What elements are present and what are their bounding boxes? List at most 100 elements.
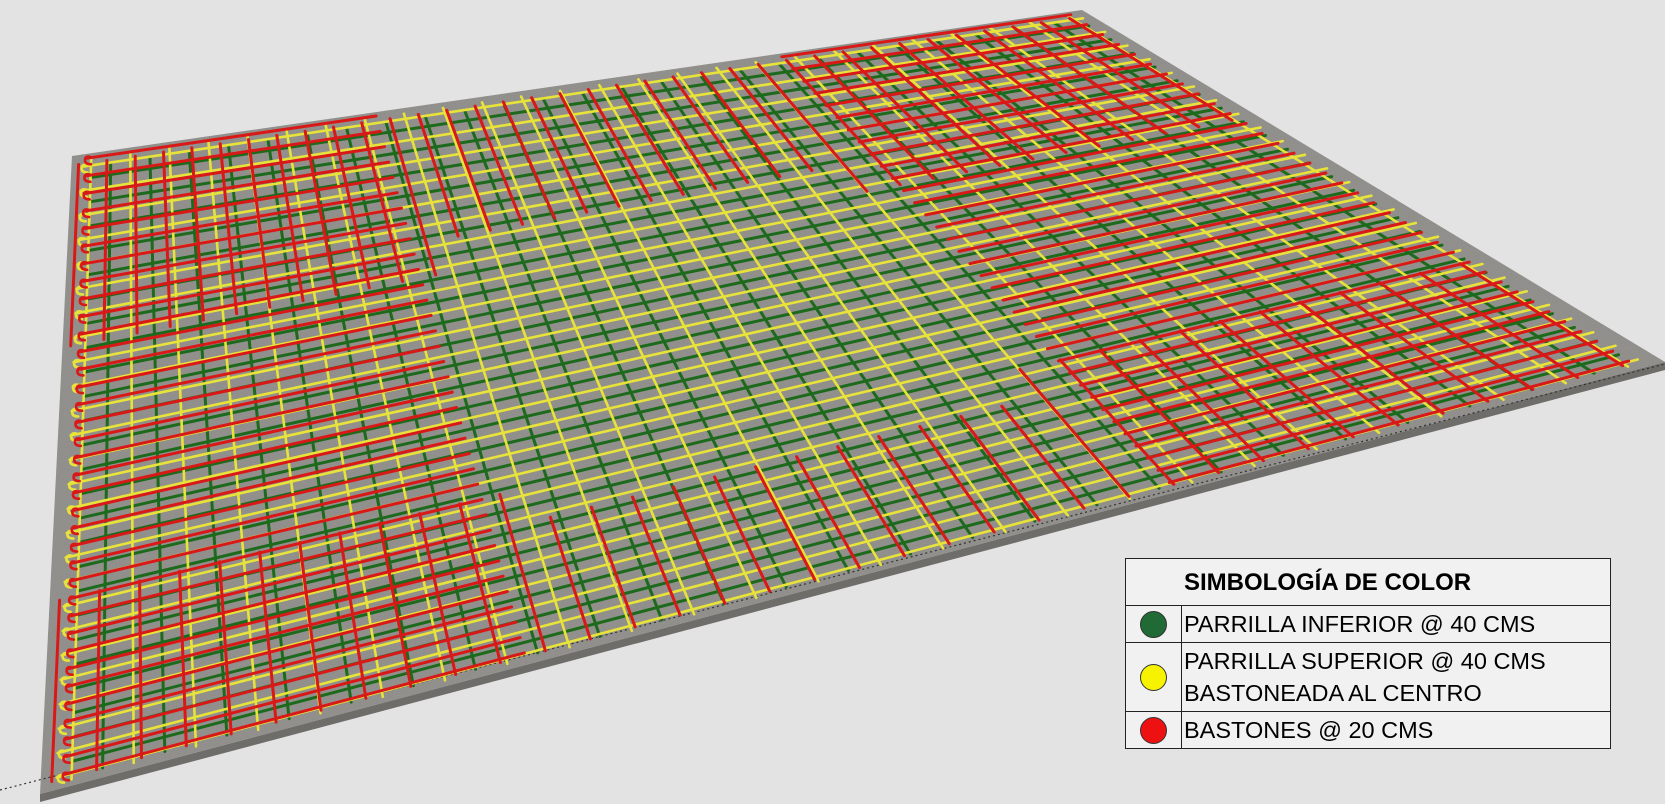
bottom-grid-bar <box>84 120 1245 350</box>
bottom-grid-bar <box>74 312 1554 690</box>
baston-bar <box>756 62 869 193</box>
baston-bar <box>50 598 62 783</box>
baston-bar <box>303 129 338 296</box>
baston-bar <box>983 29 1134 142</box>
baston-hook <box>76 366 85 377</box>
baston-hook <box>61 771 71 782</box>
bottom-grid-bar <box>86 79 1179 277</box>
baston-bar <box>331 125 371 290</box>
top-grid-hook <box>72 358 82 369</box>
baston-bar <box>69 498 484 600</box>
baston-bar <box>70 467 475 565</box>
baston-hook <box>62 736 72 747</box>
legend-label: PARRILLA INFERIOR @ 40 CMS <box>1184 611 1536 637</box>
top-grid-hook <box>67 480 77 491</box>
baston-bar <box>69 513 488 618</box>
baston-bar <box>1090 290 1519 399</box>
baston-bar <box>501 100 557 220</box>
baston-bar <box>82 191 399 248</box>
baston-bar <box>1000 404 1086 510</box>
baston-hook <box>67 595 77 606</box>
baston-hook <box>70 525 79 536</box>
baston-hook <box>71 489 81 500</box>
baston-bar <box>73 406 458 495</box>
bottom-grid-bar <box>75 284 1510 641</box>
bottom-grid-bar <box>895 44 1347 441</box>
baston-bar <box>75 360 446 442</box>
baston-hook <box>67 613 76 624</box>
rebar-layers <box>50 13 1639 784</box>
baston-hook <box>83 172 92 184</box>
baston-bar <box>72 436 467 530</box>
baston-bar <box>1167 359 1631 484</box>
baston-bar <box>700 71 782 178</box>
color-legend: SIMBOLOGÍA DE COLOR PARRILLA INFERIOR @ … <box>1125 558 1611 749</box>
baston-bar <box>72 421 463 512</box>
bottom-grid-bar <box>71 353 1621 763</box>
baston-bar <box>78 283 425 354</box>
yellow-dot-icon <box>1140 663 1167 691</box>
baston-bar <box>416 112 460 238</box>
baston-bar <box>83 160 391 213</box>
baston-bar <box>643 79 717 190</box>
baston-bar <box>990 201 1376 290</box>
baston-bar <box>79 252 416 319</box>
baston-hook <box>83 155 93 166</box>
baston-bar <box>795 455 862 570</box>
baston-bar <box>218 142 239 316</box>
baston-bar <box>918 424 996 534</box>
baston-bar <box>672 485 727 605</box>
baston-bar <box>824 52 1137 107</box>
baston-bar <box>1458 262 1625 368</box>
baston-hook <box>74 419 83 430</box>
baston-bar <box>631 495 682 617</box>
baston-bar <box>615 83 685 196</box>
bottom-grid-bar <box>659 79 975 540</box>
baston-bar <box>77 313 433 389</box>
baston-bar <box>1001 211 1392 302</box>
baston-bar <box>1134 329 1583 448</box>
baston-bar <box>869 46 1002 167</box>
baston-hook <box>73 437 83 448</box>
green-dot-icon <box>1140 610 1167 638</box>
top-grid-hook <box>63 602 72 614</box>
baston-bar <box>1123 320 1567 436</box>
baston-hook <box>65 648 75 659</box>
baston-hook <box>81 208 91 219</box>
baston-hook <box>78 296 88 307</box>
baston-bar <box>913 131 1264 205</box>
bottom-grid-bar <box>101 161 113 770</box>
baston-bar <box>959 414 1041 522</box>
baston-bar <box>388 117 438 277</box>
baston-bar <box>64 620 518 741</box>
bottom-grid-bar <box>777 62 1161 490</box>
baston-bar <box>1039 21 1201 129</box>
baston-bar <box>67 559 501 671</box>
baston-hook <box>72 454 82 465</box>
baston-bar <box>133 154 139 335</box>
baston-hook <box>82 190 91 201</box>
legend-title: SIMBOLOGÍA DE COLOR <box>1126 559 1610 606</box>
baston-bar <box>1156 349 1615 472</box>
bottom-grid-bar <box>620 85 912 556</box>
baston-hook <box>66 630 76 641</box>
baston-bar <box>784 58 902 187</box>
baston-bar <box>162 150 172 328</box>
baston-bar <box>1011 25 1168 135</box>
baston-bar <box>1145 339 1599 460</box>
baston-bar <box>1112 310 1551 424</box>
baston-bar <box>1378 281 1535 391</box>
bottom-grid-bar <box>87 65 1157 252</box>
legend-row-bastones: BASTONES @ 20 CMS <box>1126 712 1610 748</box>
baston-bar <box>1101 300 1535 411</box>
baston-bar <box>548 515 592 641</box>
bottom-grid-bar <box>73 325 1576 714</box>
bottom-grid-bar <box>81 175 1334 447</box>
baston-bar <box>841 50 969 174</box>
baston-hook <box>63 718 72 729</box>
baston-bar <box>66 574 505 688</box>
baston-bar <box>891 112 1232 180</box>
legend-row-top-grid: PARRILLA SUPERIOR @ 40 CMS BASTONEADA AL… <box>1126 643 1610 712</box>
red-dot-icon <box>1140 716 1167 744</box>
